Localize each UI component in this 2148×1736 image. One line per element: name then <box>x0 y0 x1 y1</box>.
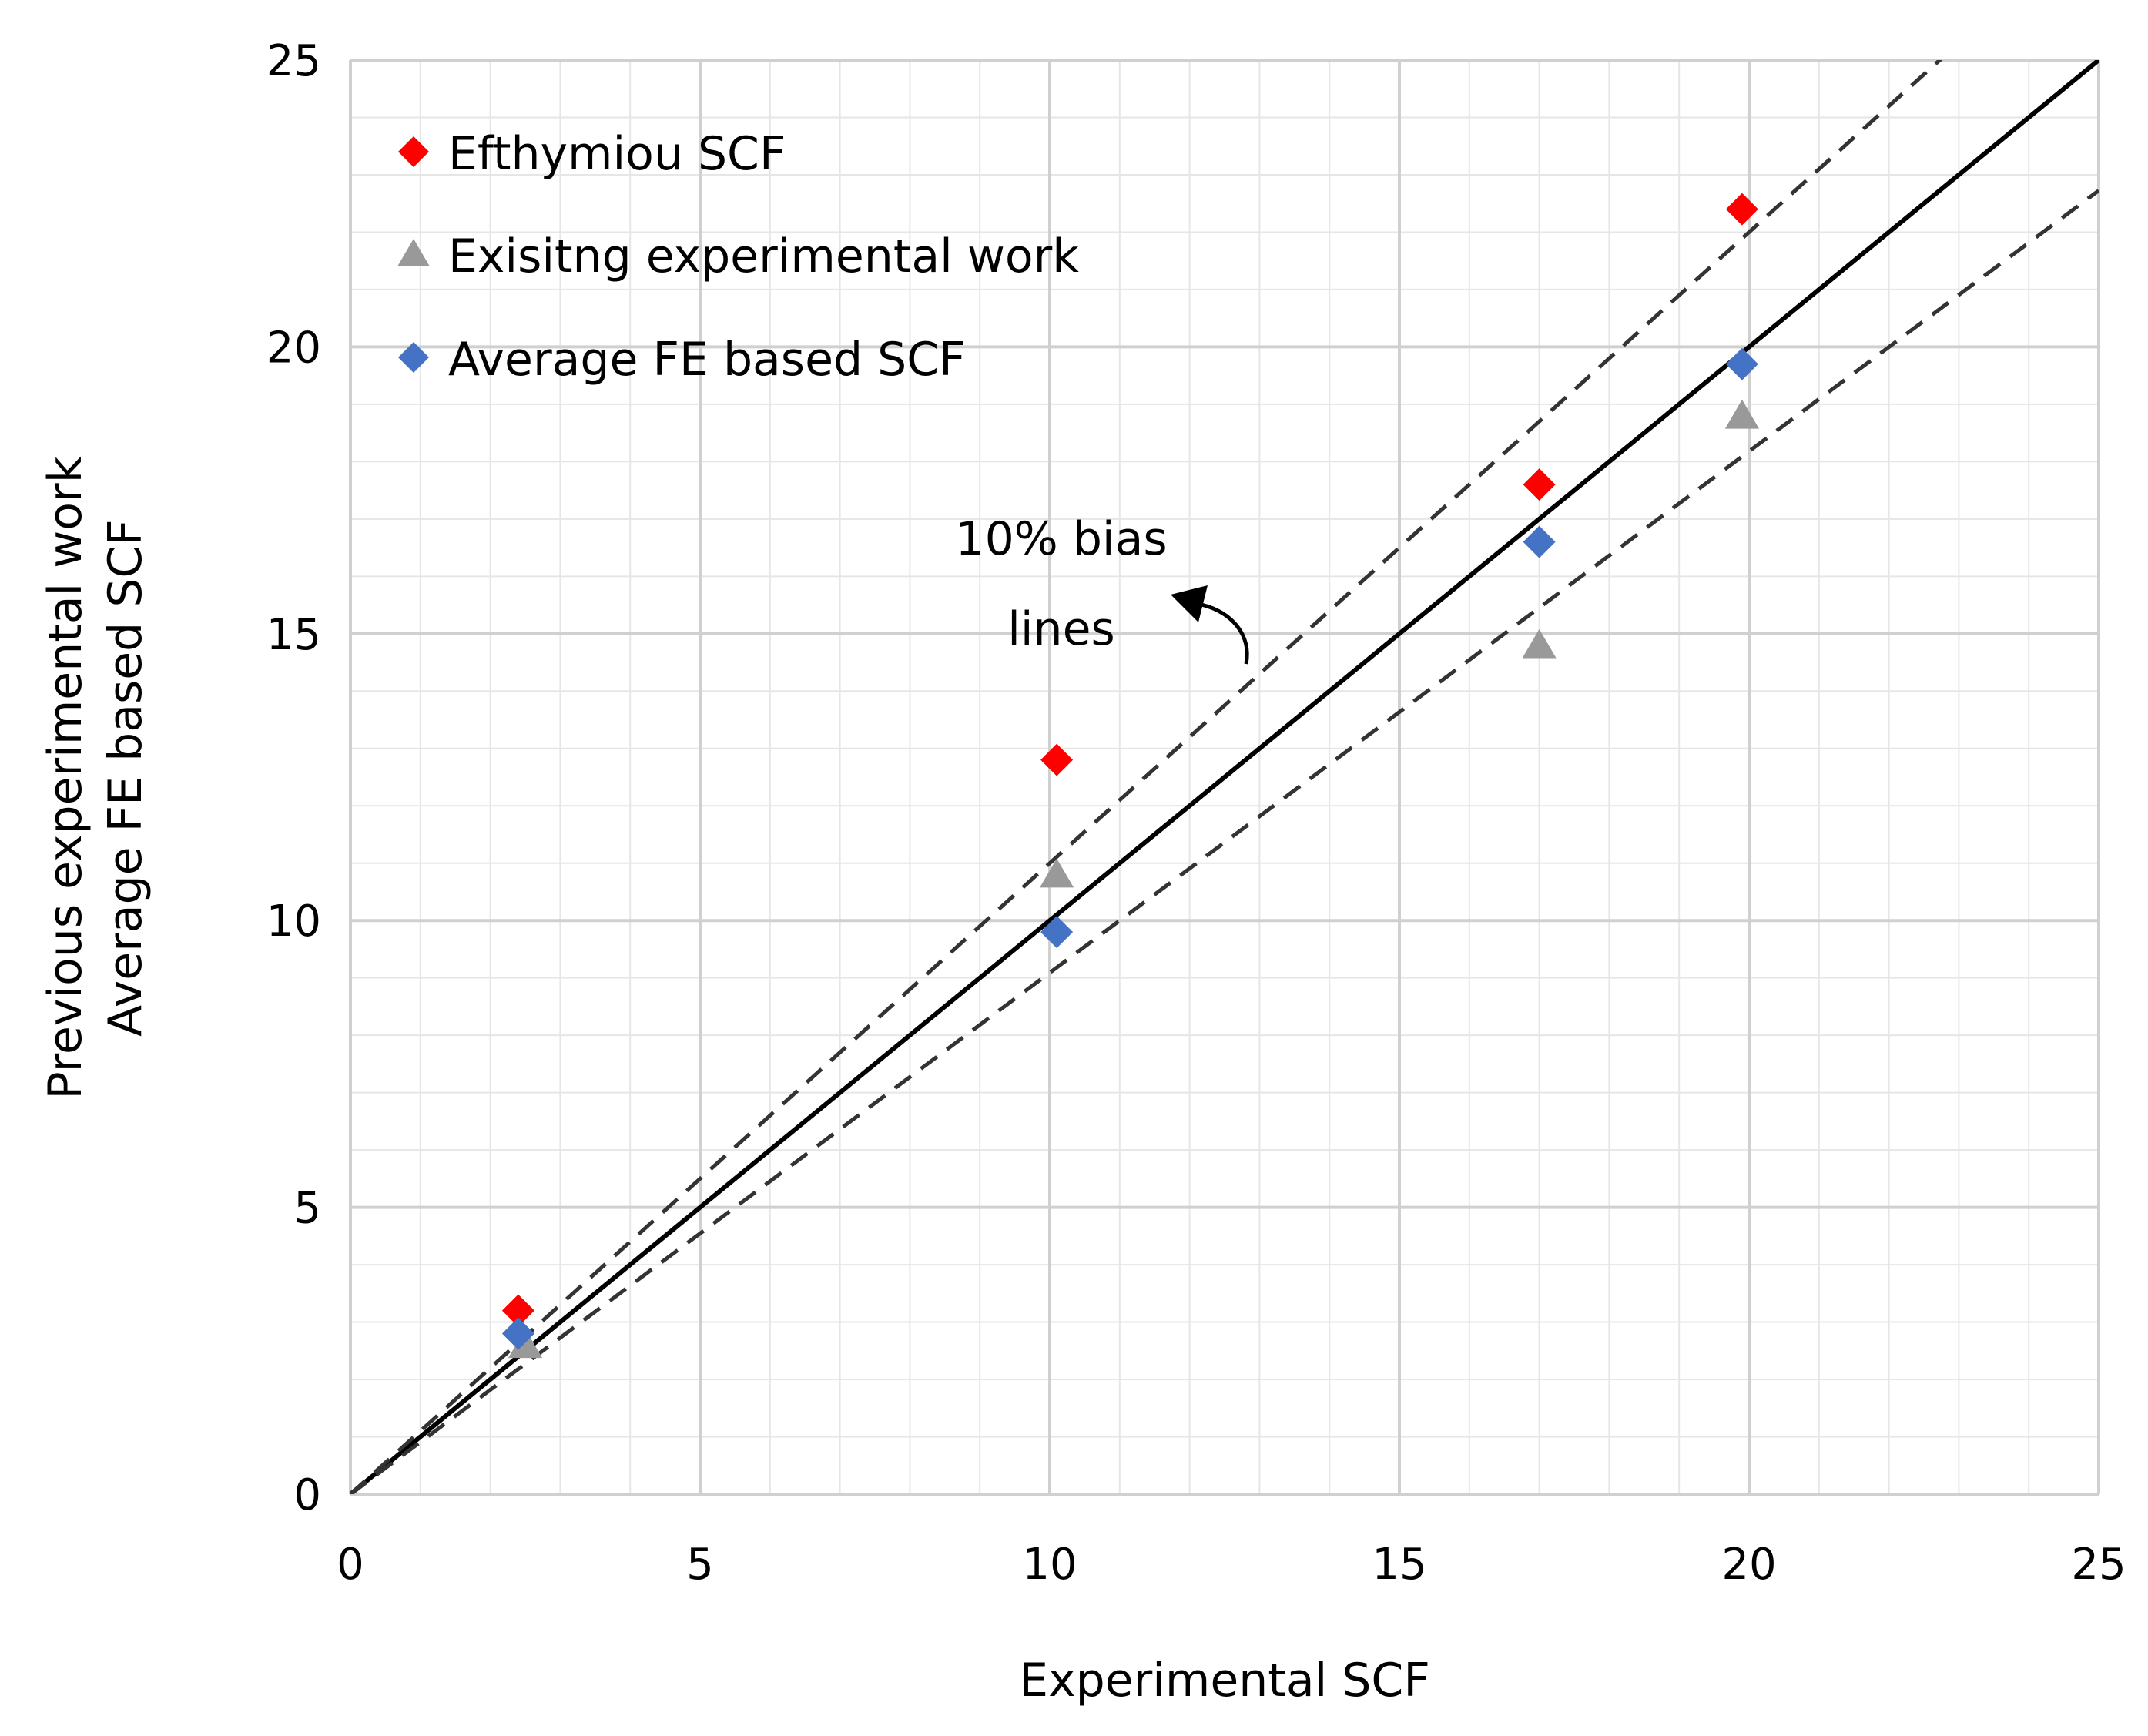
series-2-point <box>1724 399 1759 429</box>
annotation-arrowhead <box>1171 585 1208 622</box>
y-axis-title-line-2: Average FE based SCF <box>99 519 152 1037</box>
legend-marker-3 <box>398 342 429 373</box>
y-axis-title: Previous experimental work Average FE ba… <box>39 456 152 1099</box>
x-axis-title: Experimental SCF <box>1019 1654 1430 1708</box>
legend-marker-1 <box>398 136 429 167</box>
legend-label-1: Efthymiou SCF <box>448 127 786 181</box>
bias-line <box>350 189 2099 1494</box>
x-tick-label: 0 <box>337 1540 364 1590</box>
major-grid <box>349 59 2100 1496</box>
bias-annotation: 10% bias lines <box>955 512 1249 665</box>
x-tick-label: 10 <box>1022 1540 1077 1590</box>
legend-label-2: Exisitng experimental work <box>448 230 1079 283</box>
x-axis-tick-labels: 0 5 10 15 20 25 <box>337 1540 2126 1590</box>
series-2-point <box>1040 858 1074 888</box>
x-tick-label: 20 <box>1721 1540 1776 1590</box>
series-2-point <box>508 1329 543 1359</box>
y-axis-tick-labels: 0 5 10 15 20 25 <box>266 36 321 1520</box>
bias-line <box>350 60 1943 1494</box>
reference-lines <box>350 60 2099 1494</box>
series-1-point <box>1523 468 1556 501</box>
y-tick-label: 0 <box>293 1470 321 1520</box>
legend-label-3: Average FE based SCF <box>448 333 966 387</box>
series-3-point <box>501 1317 534 1350</box>
y-tick-label: 5 <box>293 1184 321 1234</box>
annotation-line-2: lines <box>1007 602 1115 656</box>
y-axis-title-line-1: Previous experimental work <box>39 456 92 1099</box>
y-tick-label: 20 <box>266 323 321 373</box>
series-1-point <box>501 1294 534 1327</box>
minor-grid <box>350 60 2099 1494</box>
annotation-arrow <box>1201 602 1249 665</box>
y-tick-label: 10 <box>266 896 321 947</box>
series-3-point <box>1040 916 1074 949</box>
legend-marker-2 <box>397 239 430 266</box>
series-3-point <box>1523 525 1556 558</box>
series-1-point <box>1040 743 1074 776</box>
x-tick-label: 25 <box>2071 1540 2126 1590</box>
annotation-line-1: 10% bias <box>955 512 1167 566</box>
x-tick-label: 15 <box>1372 1540 1426 1590</box>
equality-line <box>350 60 2099 1494</box>
y-tick-label: 25 <box>266 36 321 86</box>
series-1-point <box>1725 193 1758 226</box>
data-markers <box>501 193 1759 1359</box>
y-tick-label: 15 <box>266 610 321 660</box>
x-tick-label: 5 <box>686 1540 714 1590</box>
legend: Efthymiou SCF Exisitng experimental work A… <box>397 127 1079 387</box>
series-2-point <box>1522 628 1557 659</box>
series-3-point <box>1725 347 1758 380</box>
